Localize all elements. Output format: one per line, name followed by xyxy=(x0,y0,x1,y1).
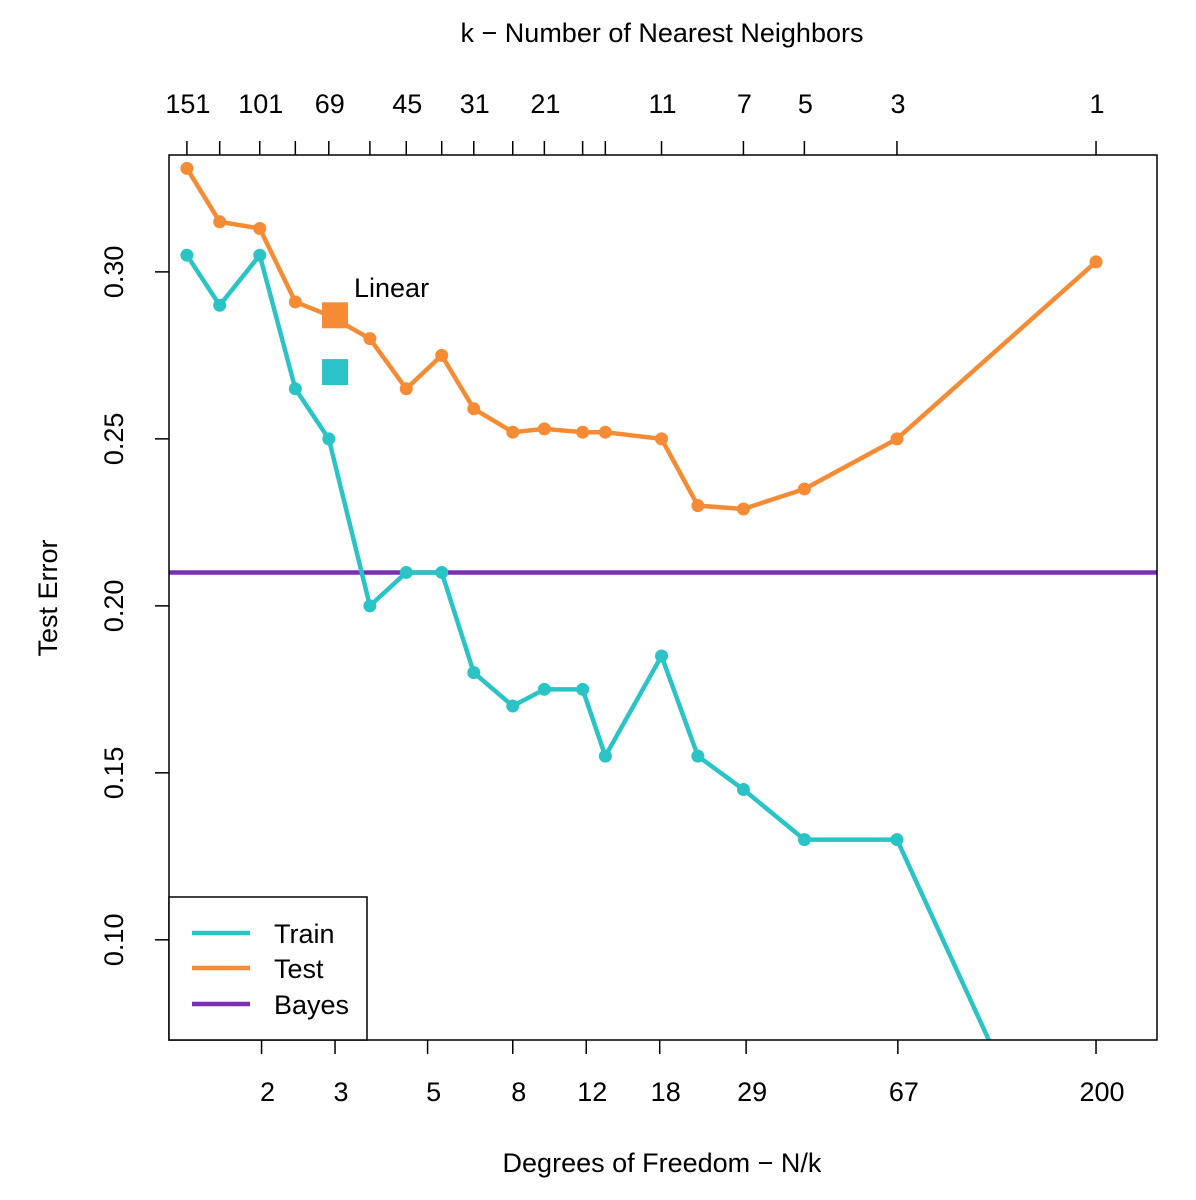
test-point xyxy=(180,161,194,175)
bottom-tick-label: 29 xyxy=(737,1077,767,1107)
linear-layer: Linear xyxy=(322,273,429,386)
train-point xyxy=(322,432,336,446)
top-tick-label: 7 xyxy=(737,89,752,119)
train-point xyxy=(797,833,811,847)
plot-frame xyxy=(168,154,1158,1041)
test-point xyxy=(253,221,267,235)
top-axis-title: k − Number of Nearest Neighbors xyxy=(461,18,864,48)
train-point xyxy=(506,699,520,713)
legend-bayes-label: Bayes xyxy=(274,990,349,1020)
top-tick-label: 31 xyxy=(460,89,490,119)
train-point xyxy=(655,649,669,663)
legend-train-label: Train xyxy=(274,919,335,949)
top-tick-label: 5 xyxy=(798,89,813,119)
test-point xyxy=(213,215,227,229)
train-point xyxy=(691,749,705,763)
test-point xyxy=(797,482,811,496)
train-point xyxy=(537,682,551,696)
test-point xyxy=(890,432,904,446)
top-tick-label: 45 xyxy=(392,89,422,119)
series-layer xyxy=(169,161,1157,1040)
bottom-tick-label: 5 xyxy=(426,1077,441,1107)
train-point xyxy=(890,833,904,847)
bottom-tick-label: 2 xyxy=(260,1077,275,1107)
train-point xyxy=(363,599,377,613)
train-point xyxy=(598,749,612,763)
test-point xyxy=(399,382,413,396)
train-point xyxy=(213,298,227,312)
y-axis-title: Test Error xyxy=(33,539,63,656)
linear-label: Linear xyxy=(354,273,429,303)
test-series-line xyxy=(184,167,1098,512)
bottom-tick-label: 18 xyxy=(651,1077,681,1107)
bottom-tick-label: 200 xyxy=(1079,1077,1124,1107)
linear-train-marker xyxy=(322,359,349,386)
top-tick-label: 101 xyxy=(238,89,283,119)
axes: 0.10 0.15 0.20 0.25 0.30 2 3 5 8 12 18 29 67 200 151 10… xyxy=(99,89,1125,1107)
bottom-tick-label: 12 xyxy=(577,1077,607,1107)
train-point xyxy=(576,682,590,696)
train-point xyxy=(399,565,413,579)
test-point xyxy=(467,402,481,416)
test-point xyxy=(363,332,377,346)
test-point xyxy=(435,348,449,362)
test-point xyxy=(1089,255,1103,269)
test-point xyxy=(691,499,705,513)
train-point xyxy=(435,565,449,579)
y-tick-label: 0.20 xyxy=(99,580,129,633)
train-point xyxy=(180,248,194,262)
train-point xyxy=(253,248,267,262)
train-point xyxy=(736,783,750,797)
y-tick-label: 0.15 xyxy=(99,747,129,800)
test-point xyxy=(537,422,551,436)
top-tick-label: 21 xyxy=(530,89,560,119)
top-tick-label: 3 xyxy=(890,89,905,119)
top-tick-label: 11 xyxy=(649,89,677,119)
bottom-tick-label: 67 xyxy=(889,1077,919,1107)
top-tick-label: 151 xyxy=(165,89,210,119)
test-point xyxy=(576,425,590,439)
legend: Train Test Bayes xyxy=(168,896,368,1041)
top-tick-label: 1 xyxy=(1090,89,1105,119)
x-axis-title: Degrees of Freedom − N/k xyxy=(503,1148,822,1178)
bottom-tick-label: 3 xyxy=(334,1077,349,1107)
train-point xyxy=(467,666,481,680)
legend-test-label: Test xyxy=(274,954,324,984)
y-tick-label: 0.25 xyxy=(99,413,129,466)
test-point xyxy=(598,425,612,439)
y-tick-label: 0.10 xyxy=(99,914,129,967)
test-point xyxy=(288,295,302,309)
test-point xyxy=(506,425,520,439)
train-series-line xyxy=(185,252,992,1040)
test-point xyxy=(655,432,669,446)
y-tick-label: 0.30 xyxy=(99,246,129,299)
test-point xyxy=(736,502,750,516)
linear-test-marker xyxy=(322,302,349,329)
top-tick-label: 69 xyxy=(315,89,345,119)
train-point xyxy=(288,382,302,396)
bottom-tick-label: 8 xyxy=(511,1077,526,1107)
